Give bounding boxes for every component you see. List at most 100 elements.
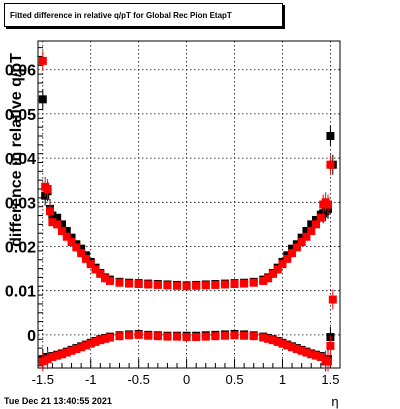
data-point [72,344,81,353]
data-point [153,332,162,341]
data-point [316,352,325,361]
y-tick-label: 0.02 [5,239,36,256]
tick-layer: -1.5 -1 -0.5 0 0.5 1 1.5 0 0.01 0.02 0.03 0.04 0.05 0… [5,47,339,387]
data-point [283,254,292,263]
data-point [173,332,182,341]
marker-layer [38,50,337,372]
data-point [288,249,297,258]
data-point [101,334,110,343]
data-point [153,280,162,289]
data-point [324,357,333,366]
y-tick-label: 0.03 [5,195,36,212]
x-tick-label: -1 [85,372,97,387]
data-point [182,282,191,291]
data-point [259,276,268,285]
x-tick-label: -0.5 [127,372,149,387]
data-point [324,200,333,209]
data-point [91,337,100,346]
data-point [125,331,134,340]
data-point [297,346,306,355]
data-point [53,351,62,360]
data-point [273,265,282,274]
data-point [326,160,335,169]
data-point [302,227,311,236]
data-point [288,244,297,253]
data-point [144,280,153,289]
data-point [38,56,47,65]
data-point [134,280,143,289]
data-point [230,280,239,289]
chart-title: Fitted difference in relative q/pT for G… [10,11,232,20]
plot-frame [37,40,341,369]
data-point [96,269,105,278]
label-layer: difference in relative q/pT η [8,53,339,409]
data-point [288,343,297,352]
data-point [182,333,191,342]
data-point [312,220,321,229]
data-point [292,344,301,353]
data-point [43,185,52,194]
data-point [67,238,76,247]
data-point [249,278,258,287]
data-point [48,352,57,361]
data-point [297,233,306,242]
data-point [144,331,153,340]
data-point [62,232,71,241]
data-point [115,278,124,287]
data-point [302,348,311,357]
x-tick-label: 0.5 [226,372,244,387]
data-point [115,332,124,341]
data-point [278,260,287,269]
data-point [312,215,321,224]
chart-title-box: Fitted difference in relative q/pT for G… [4,3,283,27]
data-point [57,227,66,236]
data-point [326,132,335,141]
y-tick-label: 0.04 [5,151,36,168]
data-point [125,279,134,288]
data-point [278,339,287,348]
data-point [163,332,172,341]
data-point [268,336,277,345]
data-point [173,281,182,290]
data-point [259,333,268,342]
grid-layer [38,41,340,368]
data-point [77,343,86,352]
data-point [307,220,316,229]
data-point [77,244,86,253]
data-point [105,333,114,342]
data-point [67,233,76,242]
data-point [307,227,316,236]
data-point [302,232,311,241]
data-point [297,238,306,247]
x-tick-label: 1 [279,372,286,387]
data-point [163,281,172,290]
data-point [249,332,258,341]
data-point [48,218,57,227]
data-point [48,211,57,220]
data-point [67,346,76,355]
data-point [220,280,229,289]
data-point [307,350,316,359]
data-point [38,357,47,366]
data-point [86,260,95,269]
data-point [240,331,249,340]
data-point [77,249,86,258]
data-point [211,280,220,289]
timestamp: Tue Dec 21 13:40:55 2021 [4,396,112,406]
data-point [192,333,201,342]
data-point [62,227,71,236]
x-tick-label: 1.5 [321,372,339,387]
y-axis-label: difference in relative q/pT [8,53,25,247]
data-point [312,351,321,360]
data-point [240,279,249,288]
data-point [62,348,71,357]
data-point [230,331,239,340]
data-point [326,341,335,350]
data-point [292,243,301,252]
x-tick-label: 0 [183,372,190,387]
data-point [53,220,62,229]
data-point [96,336,105,345]
data-point [57,220,66,229]
x-tick-label: -1.5 [32,372,54,387]
